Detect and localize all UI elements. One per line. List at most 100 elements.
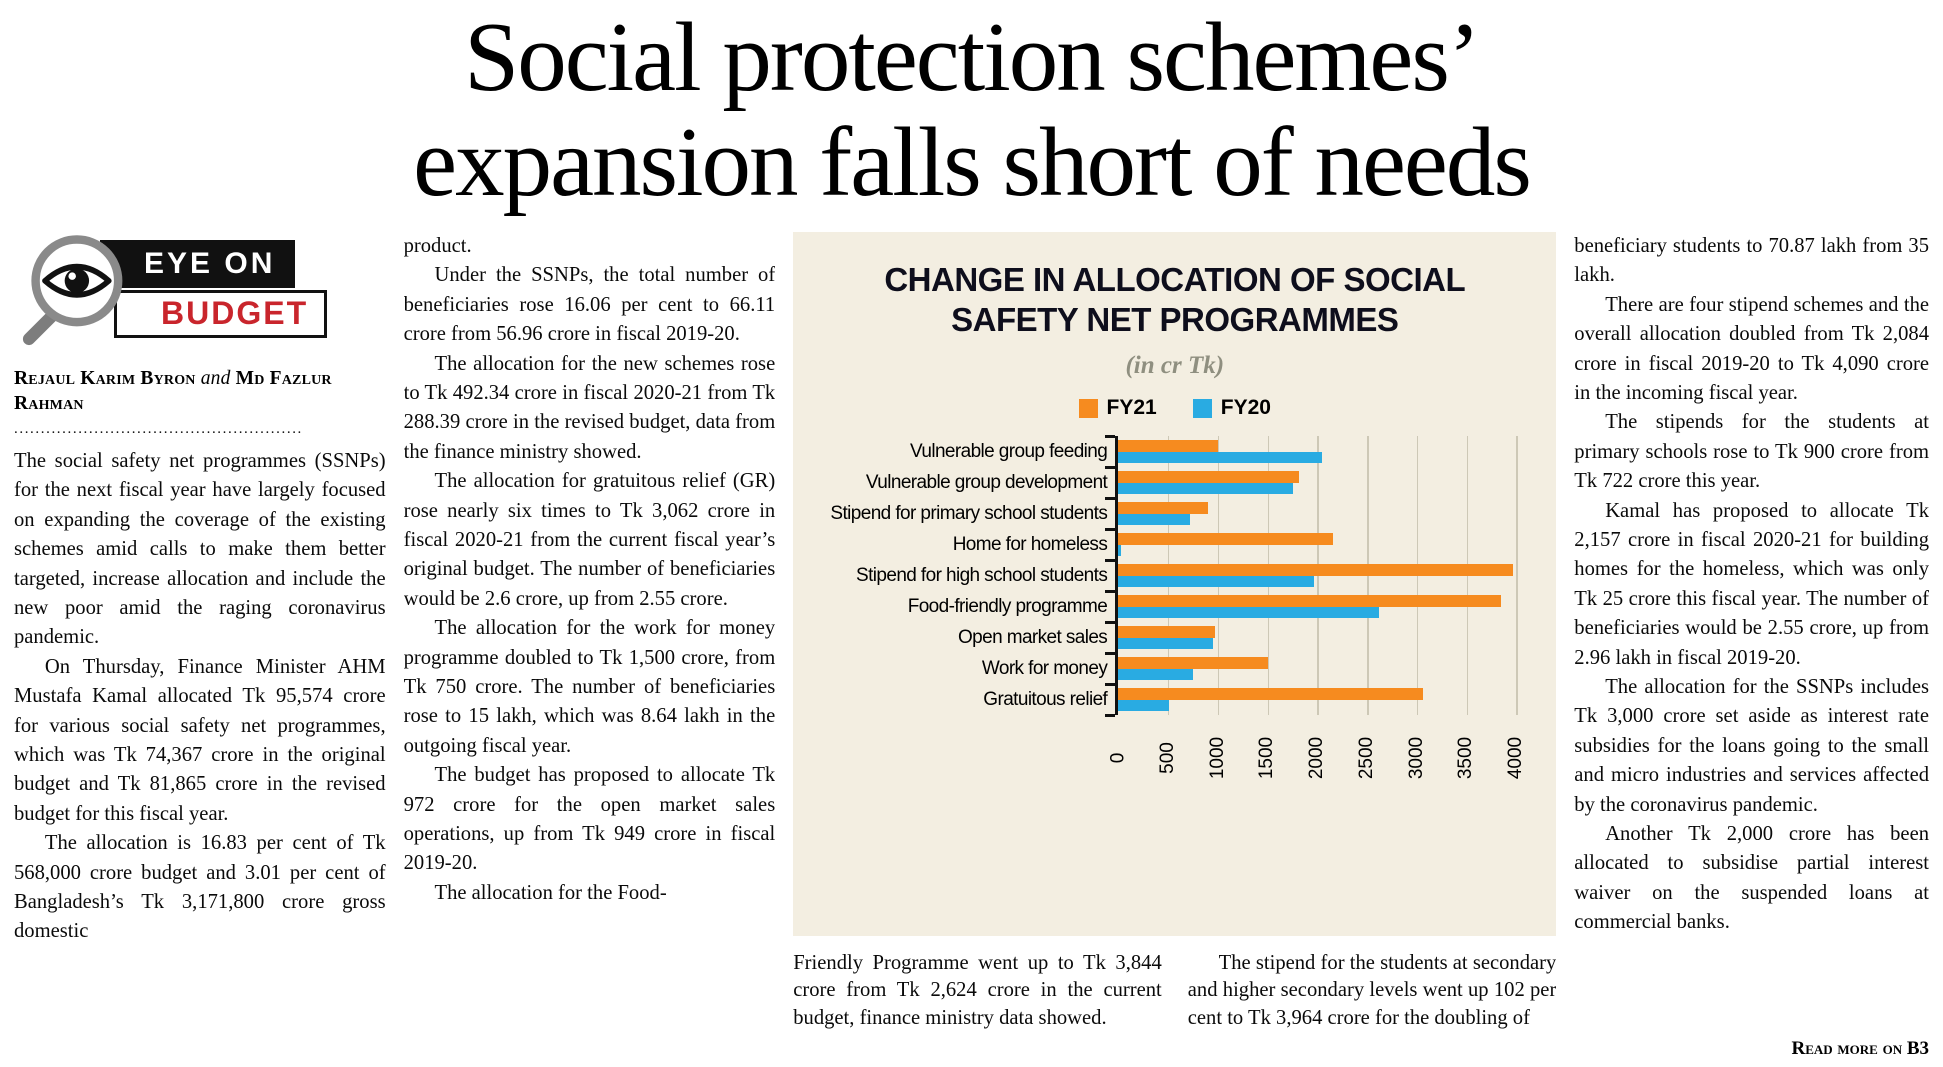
y-axis-tick: [1105, 683, 1116, 686]
y-axis-tick: [1105, 714, 1116, 717]
headline-line1: Social protection schemes’: [464, 3, 1481, 112]
bar-fy20: [1118, 699, 1169, 712]
magnifier-eye-icon: [22, 235, 123, 345]
chart-title-line2: SAFETY NET PROGRAMMES: [951, 301, 1399, 339]
column-5: beneficiary students to 70.87 lakh from …: [1574, 232, 1929, 1060]
paragraph: There are four stipend schemes and the o…: [1574, 293, 1929, 404]
category-label: Open market sales: [957, 626, 1108, 648]
bar-fy20: [1118, 451, 1323, 464]
article-text-col5: beneficiary students to 70.87 lakh from …: [1574, 232, 1929, 1035]
bar-fy20: [1118, 544, 1121, 557]
bar-fy21: [1118, 502, 1208, 514]
paragraph: On Thursday, Finance Minister AHM Mustaf…: [14, 655, 386, 825]
bar-fy21: [1118, 533, 1333, 545]
under-chart-right: The stipend for the students at secondar…: [1188, 950, 1557, 1033]
bar-fy20: [1118, 482, 1294, 495]
gridline: [1367, 436, 1369, 716]
paragraph: The stipends for the students at primary…: [1574, 411, 1929, 493]
legend-item-fy21: FY21: [1078, 396, 1157, 420]
chart-legend: FY21 FY20: [813, 396, 1536, 420]
gridline: [1416, 436, 1419, 716]
y-axis-tick: [1105, 435, 1116, 438]
category-label: Food-friendly programme: [907, 595, 1108, 617]
legend-swatch-fy20: [1192, 398, 1212, 418]
category-label: Work for money: [981, 657, 1108, 679]
chart-title: CHANGE IN ALLOCATION OF SOCIAL SAFETY NE…: [813, 260, 1536, 341]
paragraph: The allocation for the Food-: [434, 881, 667, 904]
bar-fy21: [1118, 688, 1424, 700]
y-axis-tick: [1105, 497, 1116, 500]
chart-category-labels: Vulnerable group feeding Vulnerable group…: [813, 436, 1115, 715]
x-axis-labels: 0 500 1000 1500 2000 2500 3000 3500 4000: [1107, 737, 1527, 780]
byline-author1: Rejaul Karim Byron: [14, 367, 196, 389]
bar-row: [1118, 560, 1536, 591]
legend-swatch-fy21: [1078, 398, 1098, 418]
chart-subtitle: (in cr Tk): [1125, 352, 1225, 380]
byline: Rejaul Karim Byron and Md Fazlur Rahman: [14, 366, 386, 416]
bar-fy21: [1118, 471, 1300, 483]
y-axis-tick: [1105, 590, 1116, 593]
byline-author2: Md Fazlur Rahman: [14, 367, 332, 414]
y-axis-tick: [1105, 466, 1116, 469]
logo-budget-label: BUDGET: [114, 289, 328, 338]
logo-eye-on-label: EYE ON: [100, 239, 296, 288]
paragraph: beneficiary students to 70.87 lakh from …: [1574, 234, 1929, 287]
y-axis-tick: [1105, 652, 1116, 655]
bar-fy21: [1118, 626, 1215, 638]
headline: Social protection schemes’ expansion fall…: [14, 3, 1929, 217]
column-2: product. Under the SSNPs, the total numbe…: [404, 232, 776, 1060]
y-axis-tick: [1105, 621, 1116, 624]
bar-row: [1118, 498, 1536, 529]
under-chart-left: Friendly Programme went up to Tk 3,844 c…: [793, 950, 1162, 1033]
legend-item-fy20: FY20: [1192, 396, 1271, 420]
bar-fy21: [1118, 657, 1268, 669]
category-label: Vulnerable group feeding: [909, 440, 1108, 462]
article-text-col2: product. Under the SSNPs, the total numbe…: [404, 232, 776, 908]
bar-row: [1118, 591, 1536, 622]
chart-bar-rows: [1118, 436, 1536, 715]
headline-line2: expansion falls short of needs: [413, 107, 1532, 217]
paragraph: The allocation for the work for money pr…: [403, 617, 776, 757]
chart-panel: CHANGE IN ALLOCATION OF SOCIAL SAFETY NE…: [793, 231, 1557, 936]
gridline: [1317, 436, 1319, 716]
bar-row: [1118, 622, 1536, 653]
bar-fy20: [1118, 637, 1213, 650]
paragraph: Another Tk 2,000 crore has been allocate…: [1574, 823, 1929, 934]
legend-label: FY21: [1106, 396, 1157, 420]
paragraph: Friendly Programme went up to Tk 3,844 c…: [793, 951, 1162, 1030]
category-label: Stipend for primary school students: [830, 502, 1108, 524]
paragraph: Kamal has proposed to allocate Tk 2,157 …: [1574, 499, 1929, 669]
chart-plot: Vulnerable group feeding Vulnerable group…: [813, 435, 1536, 717]
bar-row: [1118, 529, 1536, 560]
bar-row: [1118, 684, 1536, 715]
byline-conjunction: and: [200, 367, 231, 389]
bar-fy20: [1118, 668, 1193, 681]
chart-x-axis: 0 500 1000 1500 2000 2500 3000 3500 4000: [813, 715, 1536, 781]
category-label: Stipend for high school students: [856, 564, 1108, 586]
category-label: Home for homeless: [952, 533, 1108, 555]
category-label: Gratuitous relief: [983, 688, 1108, 710]
byline-separator: ........................................…: [14, 420, 303, 437]
bar-row: [1118, 467, 1536, 498]
x-axis-spacer: [813, 715, 1115, 781]
under-chart-columns: Friendly Programme went up to Tk 3,844 c…: [793, 950, 1556, 1033]
paragraph: The allocation for the SSNPs includes Tk…: [1574, 675, 1929, 816]
bar-fy20: [1118, 606, 1380, 619]
bar-fy21: [1118, 595, 1501, 607]
bar-fy21: [1118, 564, 1513, 576]
read-more-pointer: Read more on B3: [1791, 1037, 1929, 1059]
article-text-col1: The social safety net programmes (SSNPs)…: [14, 447, 386, 947]
bar-fy20: [1118, 575, 1314, 588]
category-label: Vulnerable group development: [865, 471, 1108, 493]
legend-label: FY20: [1220, 396, 1271, 420]
paragraph: The stipend for the students at secondar…: [1187, 951, 1557, 1030]
column-1: EYE ON BUDGET Rejaul Karim Byron and Md …: [14, 232, 386, 1060]
paragraph: product.: [403, 234, 472, 257]
bar-fy21: [1118, 440, 1218, 452]
paragraph: The allocation for the new schemes rose …: [403, 352, 776, 463]
y-axis-tick: [1105, 559, 1116, 562]
chart-bars-area: [1105, 435, 1536, 717]
gridline: [1516, 436, 1518, 716]
chart-title-line1: CHANGE IN ALLOCATION OF SOCIAL: [884, 260, 1466, 298]
